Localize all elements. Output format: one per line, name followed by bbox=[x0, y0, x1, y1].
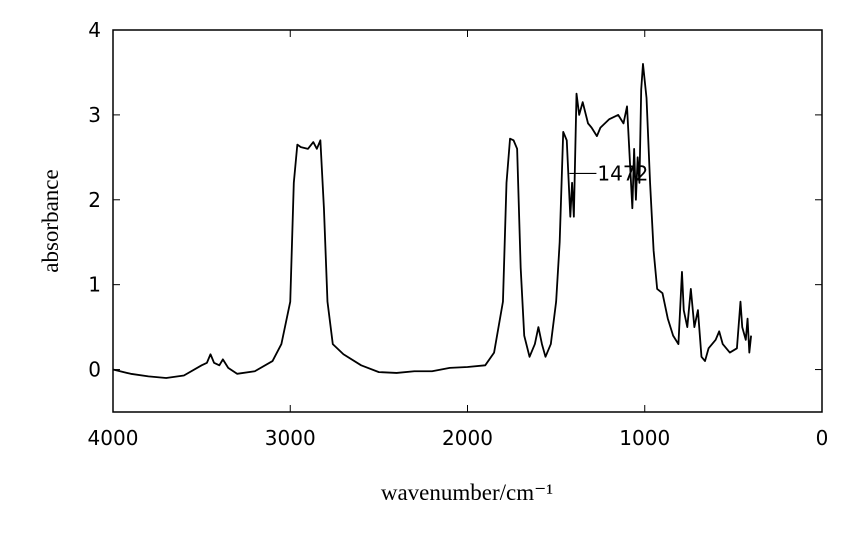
x-tick-label: 1000 bbox=[619, 426, 670, 450]
spectrum-line bbox=[112, 63, 752, 379]
x-tick-label: 4000 bbox=[88, 426, 139, 450]
y-axis-label: absorbance bbox=[38, 169, 63, 272]
annotation-label: 1472 bbox=[597, 161, 648, 185]
y-tick-label: 1 bbox=[88, 273, 101, 297]
y-tick-label: 3 bbox=[88, 103, 101, 127]
y-tick-label: 4 bbox=[88, 18, 101, 42]
y-tick-label: 2 bbox=[88, 188, 101, 212]
x-tick-label: 0 bbox=[816, 426, 829, 450]
y-tick-label: 0 bbox=[88, 358, 101, 382]
x-tick-label: 3000 bbox=[265, 426, 316, 450]
x-tick-label: 2000 bbox=[442, 426, 493, 450]
x-axis-label: wavenumber/cm⁻¹ bbox=[381, 480, 553, 505]
